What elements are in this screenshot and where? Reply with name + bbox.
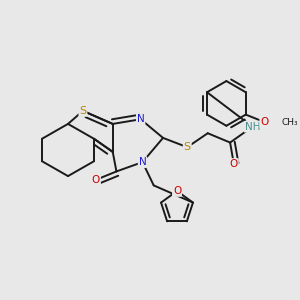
Text: S: S	[184, 142, 191, 152]
Text: S: S	[79, 106, 86, 116]
Text: NH: NH	[245, 122, 260, 132]
Text: CH₃: CH₃	[281, 118, 298, 127]
Text: N: N	[139, 157, 146, 167]
Text: O: O	[92, 175, 100, 185]
Text: N: N	[137, 114, 145, 124]
Text: O: O	[260, 117, 268, 127]
Text: O: O	[230, 159, 238, 169]
Text: O: O	[173, 186, 181, 196]
